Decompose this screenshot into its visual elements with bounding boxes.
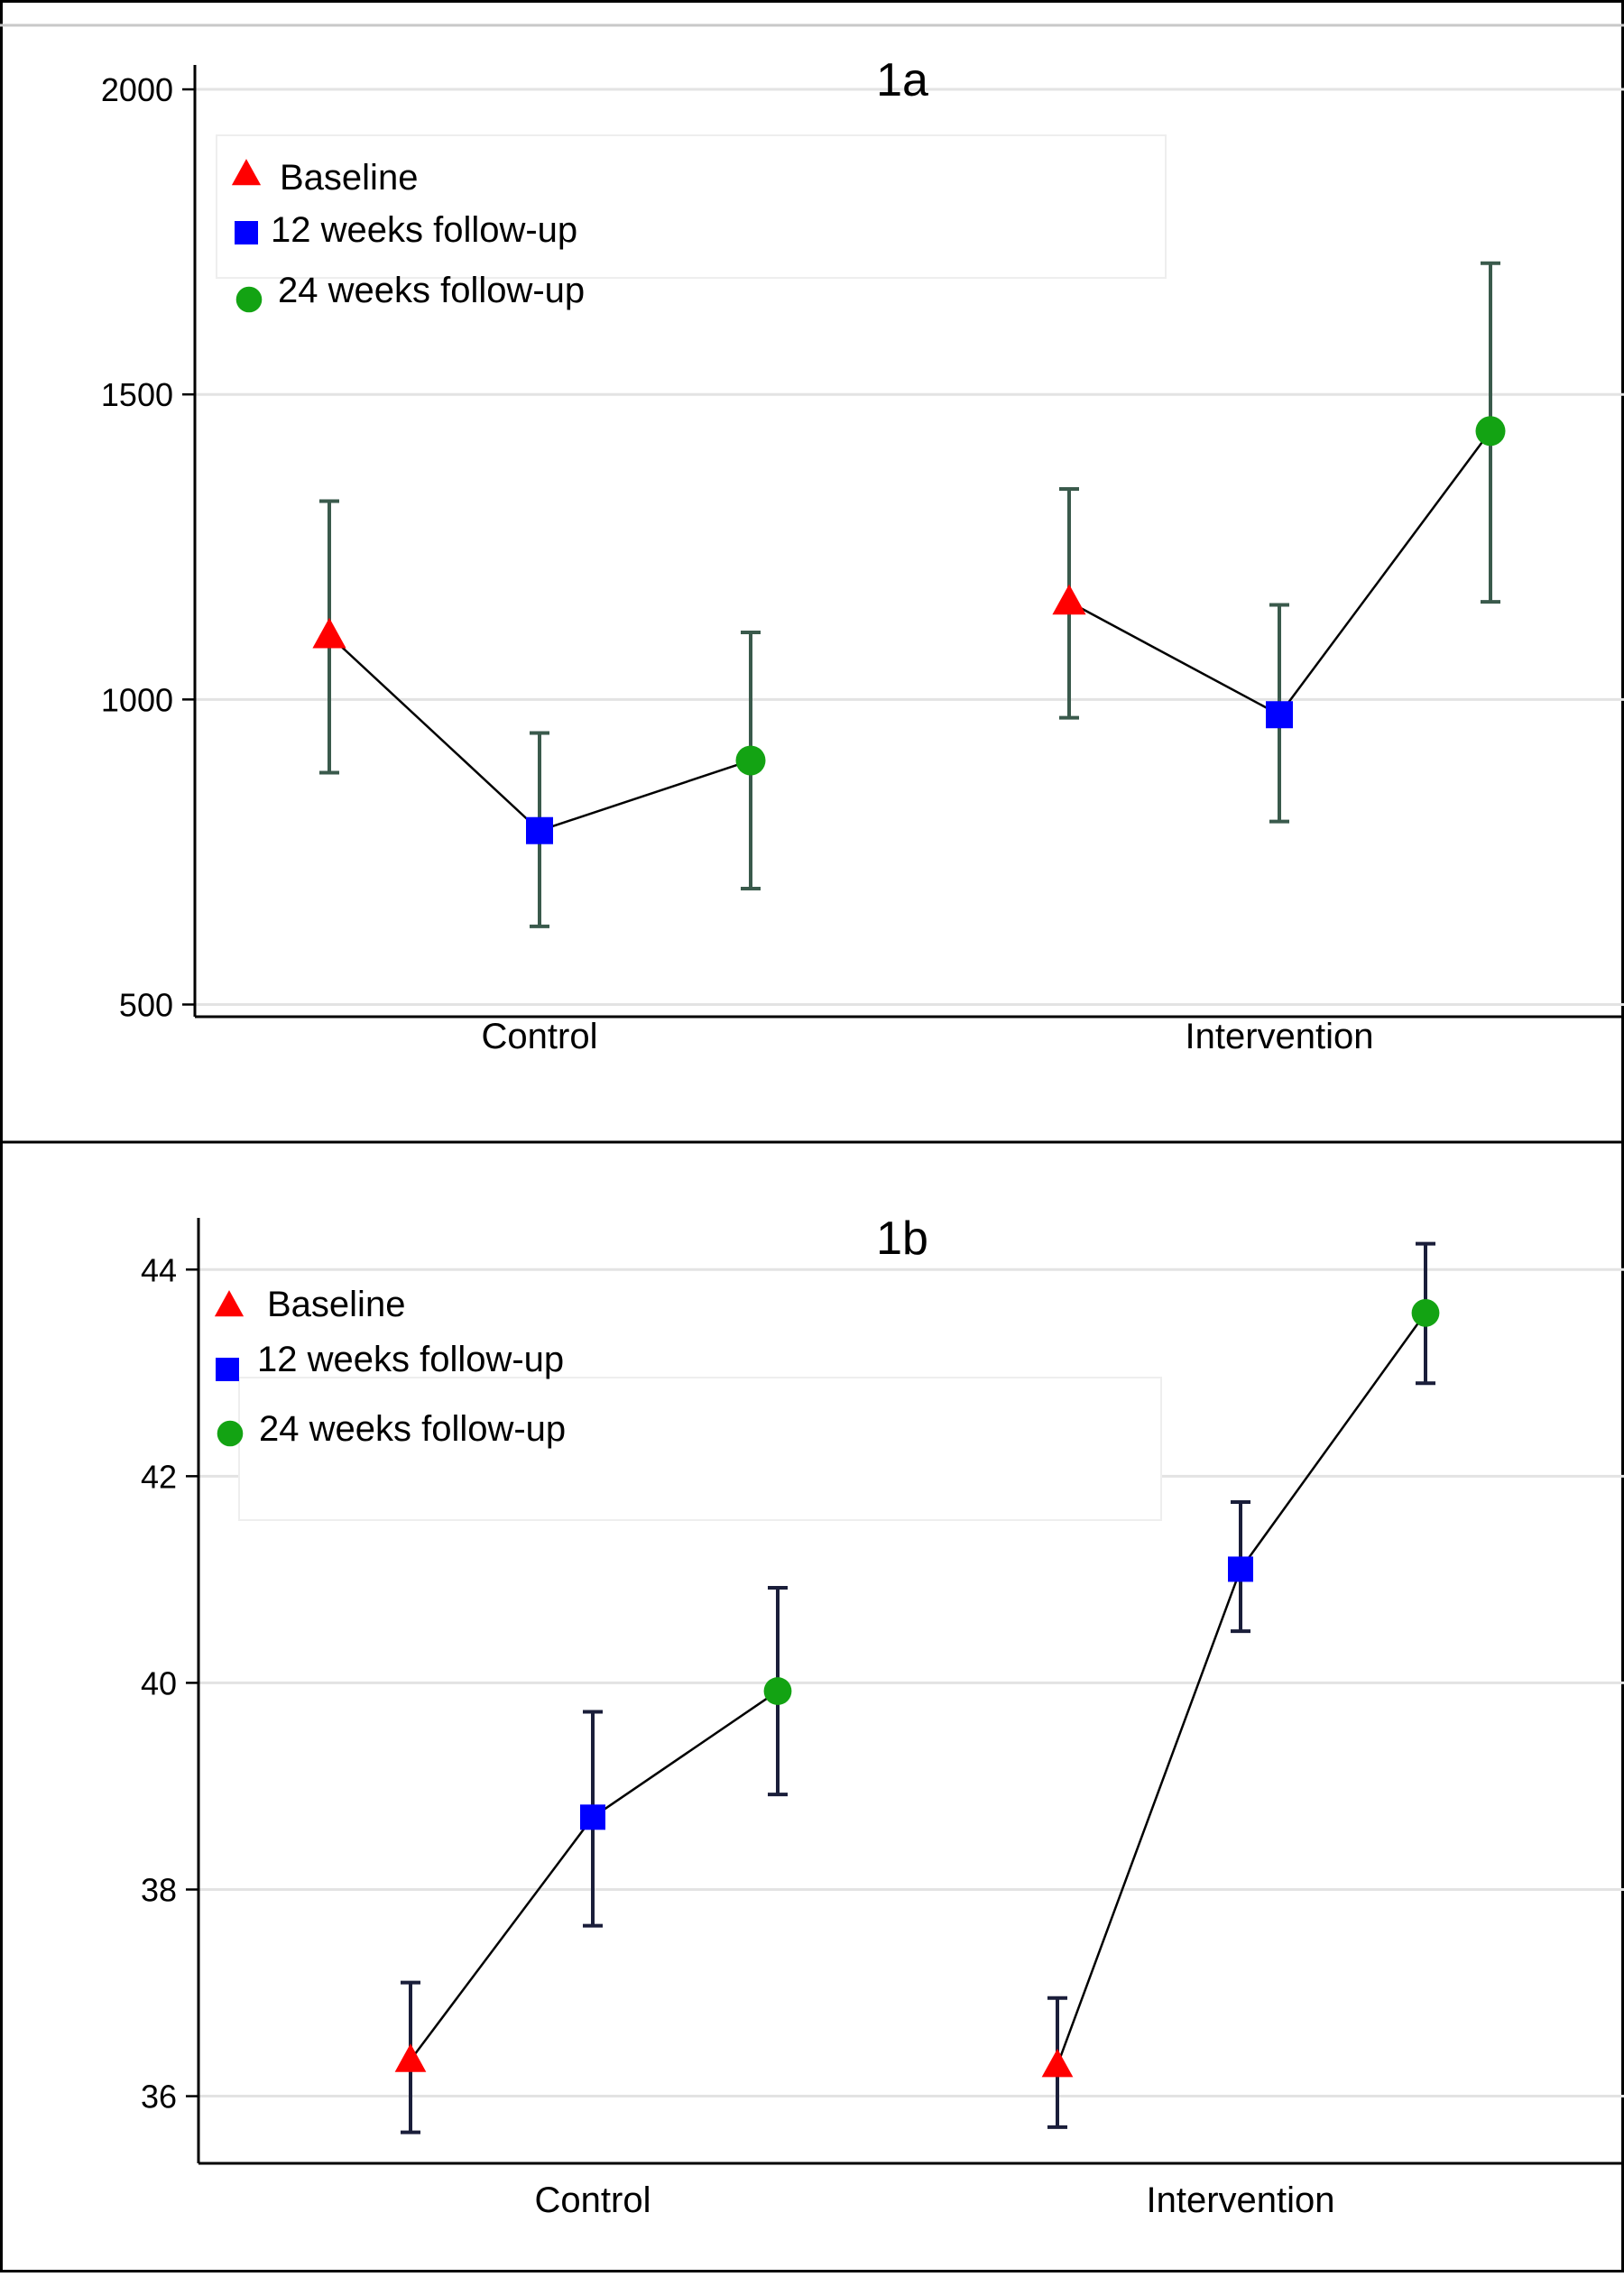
y-tick-label: 1500	[101, 376, 173, 413]
y-tick-label: 36	[141, 2079, 177, 2116]
data-point-square	[1228, 1556, 1253, 1582]
y-tick-label: 500	[119, 986, 173, 1023]
y-tick-label: 44	[141, 1251, 177, 1288]
legend-marker-triangle	[214, 1290, 245, 1317]
panel-title: 1b	[876, 1212, 928, 1265]
data-point-triangle	[1041, 2048, 1074, 2078]
data-point-square	[580, 1804, 605, 1830]
data-point-circle	[735, 745, 766, 776]
legend-marker-square	[235, 221, 258, 244]
legend: Baseline 12 weeks follow-up 24 weeks follo…	[214, 1285, 1162, 1521]
x-category-label: Control	[482, 1017, 598, 1056]
legend-box	[216, 134, 1167, 279]
legend-marker-triangle	[231, 159, 262, 186]
legend-label: Baseline	[267, 1285, 405, 1324]
legend-label: 12 weeks follow-up	[257, 1340, 564, 1379]
legend-marker-circle	[235, 286, 263, 313]
chart-panel-1b: 36 38 40 42 44 Control Intervention 1b Baseline 1…	[141, 1212, 1624, 2220]
legend-marker-circle	[217, 1420, 244, 1447]
data-point-triangle	[1052, 584, 1086, 615]
legend-box	[238, 1377, 1162, 1521]
y-tick-label: 42	[141, 1458, 177, 1495]
data-point-circle	[1411, 1298, 1440, 1327]
x-category-label: Intervention	[1185, 1017, 1373, 1056]
data-point-triangle	[312, 617, 346, 649]
legend: Baseline 12 weeks follow-up 24 weeks follo…	[216, 134, 1167, 313]
y-tick-label: 40	[141, 1664, 177, 1701]
data-point-circle	[1475, 416, 1506, 447]
legend-label: 12 weeks follow-up	[271, 210, 577, 250]
y-tick-label: 38	[141, 1871, 177, 1908]
legend-label: 24 weeks follow-up	[278, 271, 585, 310]
y-tick-label: 2000	[101, 71, 173, 108]
y-tick-label: 1000	[101, 681, 173, 718]
legend-marker-square	[216, 1358, 239, 1381]
legend-label: 24 weeks follow-up	[259, 1409, 566, 1449]
legend-label: Baseline	[280, 158, 418, 198]
x-category-label: Control	[535, 2180, 651, 2220]
data-point-triangle	[394, 2043, 427, 2072]
x-category-label: Intervention	[1146, 2180, 1334, 2220]
data-point-square	[526, 816, 553, 844]
data-point-circle	[763, 1677, 792, 1705]
data-point-square	[1266, 701, 1293, 729]
panel-title: 1a	[876, 54, 928, 106]
chart-panel-1a: 500 1000 1500 2000 Control Intervention 1a Base…	[101, 54, 1624, 1056]
